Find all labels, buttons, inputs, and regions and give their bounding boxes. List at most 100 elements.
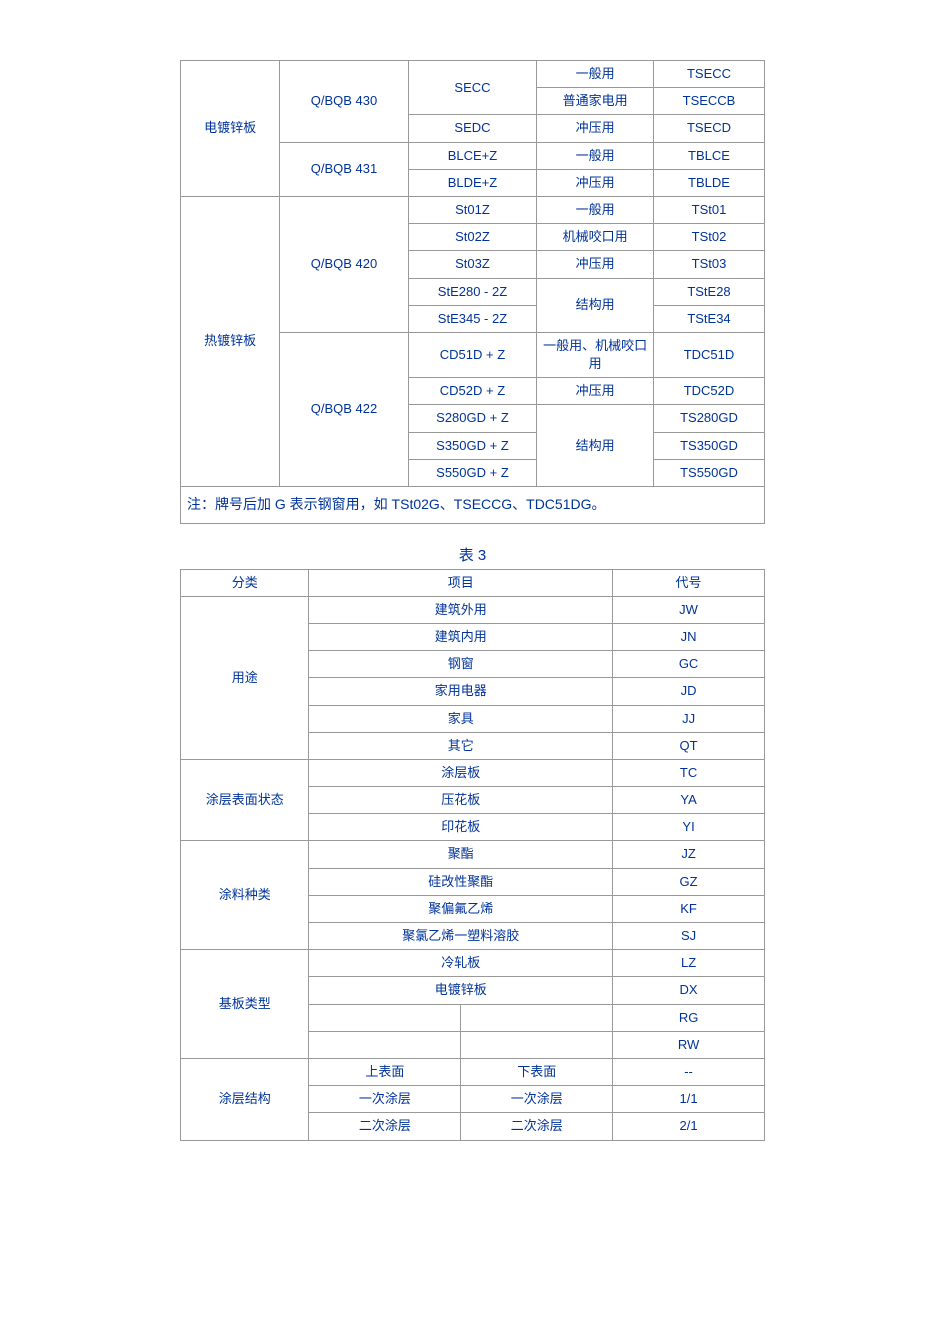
table-header-row: 分类项目代号 <box>181 569 765 596</box>
grade-cell: SEDC <box>408 115 536 142</box>
item-cell: 家用电器 <box>309 678 613 705</box>
grade-cell: StE280 - 2Z <box>408 278 536 305</box>
item-left-cell: 二次涂层 <box>309 1113 461 1140</box>
code-cell: TSECC <box>654 61 765 88</box>
category-cell: 涂层表面状态 <box>181 759 309 841</box>
table-row: 涂层结构上表面下表面-- <box>181 1058 765 1085</box>
use-cell: 结构用 <box>537 278 654 332</box>
use-cell: 普通家电用 <box>537 88 654 115</box>
table-row: 涂料种类聚酯JZ <box>181 841 765 868</box>
code-cell: TSECCB <box>654 88 765 115</box>
item-cell: 家具 <box>309 705 613 732</box>
code-cell: 1/1 <box>613 1086 765 1113</box>
header-category: 分类 <box>181 569 309 596</box>
item-left-cell <box>309 1031 461 1058</box>
code-cell: JN <box>613 623 765 650</box>
table-row: 涂层表面状态涂层板TC <box>181 759 765 786</box>
category-cell: 涂层结构 <box>181 1058 309 1140</box>
code-cell: QT <box>613 732 765 759</box>
item-right-cell: 一次涂层 <box>461 1086 613 1113</box>
category-cell: 电镀锌板 <box>181 61 280 197</box>
use-cell: 一般用、机械咬口用 <box>537 332 654 377</box>
use-cell: 冲压用 <box>537 115 654 142</box>
code-cell: TS350GD <box>654 432 765 459</box>
code-cell: GZ <box>613 868 765 895</box>
code-cell: KF <box>613 895 765 922</box>
code-cell: TSt01 <box>654 196 765 223</box>
code-cell: JJ <box>613 705 765 732</box>
category-cell: 涂料种类 <box>181 841 309 950</box>
use-cell: 冲压用 <box>537 378 654 405</box>
item-cell: 建筑内用 <box>309 623 613 650</box>
code-cell: TStE34 <box>654 305 765 332</box>
item-cell: 涂层板 <box>309 759 613 786</box>
code-cell: TS550GD <box>654 459 765 486</box>
code-cell: TSECD <box>654 115 765 142</box>
table-steel-grades: 电镀锌板Q/BQB 430SECC一般用TSECC普通家电用TSECCBSEDC… <box>180 60 765 524</box>
item-cell: 聚偏氟乙烯 <box>309 895 613 922</box>
category-cell: 用途 <box>181 596 309 759</box>
table-row: 电镀锌板Q/BQB 430SECC一般用TSECC <box>181 61 765 88</box>
table-classification: 分类项目代号用途建筑外用JW建筑内用JN钢窗GC家用电器JD家具JJ其它QT涂层… <box>180 569 765 1141</box>
code-cell: TSt02 <box>654 224 765 251</box>
code-cell: RG <box>613 1004 765 1031</box>
item-right-cell <box>461 1031 613 1058</box>
item-cell: 其它 <box>309 732 613 759</box>
item-left-cell <box>309 1004 461 1031</box>
code-cell: TBLDE <box>654 169 765 196</box>
standard-cell: Q/BQB 420 <box>280 196 408 332</box>
use-cell: 一般用 <box>537 196 654 223</box>
code-cell: -- <box>613 1058 765 1085</box>
item-cell: 压花板 <box>309 787 613 814</box>
grade-cell: S280GD + Z <box>408 405 536 432</box>
standard-cell: Q/BQB 430 <box>280 61 408 143</box>
code-cell: GC <box>613 651 765 678</box>
use-cell: 一般用 <box>537 142 654 169</box>
grade-cell: BLDE+Z <box>408 169 536 196</box>
item-cell: 聚酯 <box>309 841 613 868</box>
code-cell: TStE28 <box>654 278 765 305</box>
code-cell: TS280GD <box>654 405 765 432</box>
use-cell: 机械咬口用 <box>537 224 654 251</box>
standard-cell: Q/BQB 422 <box>280 332 408 486</box>
grade-cell: S350GD + Z <box>408 432 536 459</box>
code-cell: TBLCE <box>654 142 765 169</box>
grade-cell: St02Z <box>408 224 536 251</box>
table3-caption: 表 3 <box>180 544 765 565</box>
use-cell: 冲压用 <box>537 251 654 278</box>
item-cell: 建筑外用 <box>309 596 613 623</box>
code-cell: TSt03 <box>654 251 765 278</box>
grade-cell: CD51D + Z <box>408 332 536 377</box>
note-row: 注：牌号后加 G 表示钢窗用，如 TSt02G、TSECCG、TDC51DG。 <box>181 487 765 524</box>
code-cell: DX <box>613 977 765 1004</box>
use-cell: 结构用 <box>537 405 654 487</box>
code-cell: LZ <box>613 950 765 977</box>
code-cell: JW <box>613 596 765 623</box>
code-cell: 2/1 <box>613 1113 765 1140</box>
header-item: 项目 <box>309 569 613 596</box>
use-cell: 冲压用 <box>537 169 654 196</box>
category-cell: 基板类型 <box>181 950 309 1059</box>
item-cell: 聚氯乙烯一塑料溶胶 <box>309 923 613 950</box>
code-cell: TDC51D <box>654 332 765 377</box>
code-cell: RW <box>613 1031 765 1058</box>
grade-cell: SECC <box>408 61 536 115</box>
code-cell: JZ <box>613 841 765 868</box>
item-right-cell: 二次涂层 <box>461 1113 613 1140</box>
note-cell: 注：牌号后加 G 表示钢窗用，如 TSt02G、TSECCG、TDC51DG。 <box>181 487 765 524</box>
table-row: 热镀锌板Q/BQB 420St01Z一般用TSt01 <box>181 196 765 223</box>
code-cell: SJ <box>613 923 765 950</box>
grade-cell: CD52D + Z <box>408 378 536 405</box>
item-cell: 硅改性聚酯 <box>309 868 613 895</box>
standard-cell: Q/BQB 431 <box>280 142 408 196</box>
table-row: 基板类型冷轧板LZ <box>181 950 765 977</box>
grade-cell: S550GD + Z <box>408 459 536 486</box>
table-row: 用途建筑外用JW <box>181 596 765 623</box>
use-cell: 一般用 <box>537 61 654 88</box>
code-cell: TC <box>613 759 765 786</box>
item-right-cell: 下表面 <box>461 1058 613 1085</box>
code-cell: YA <box>613 787 765 814</box>
item-cell: 钢窗 <box>309 651 613 678</box>
grade-cell: St03Z <box>408 251 536 278</box>
item-cell: 冷轧板 <box>309 950 613 977</box>
